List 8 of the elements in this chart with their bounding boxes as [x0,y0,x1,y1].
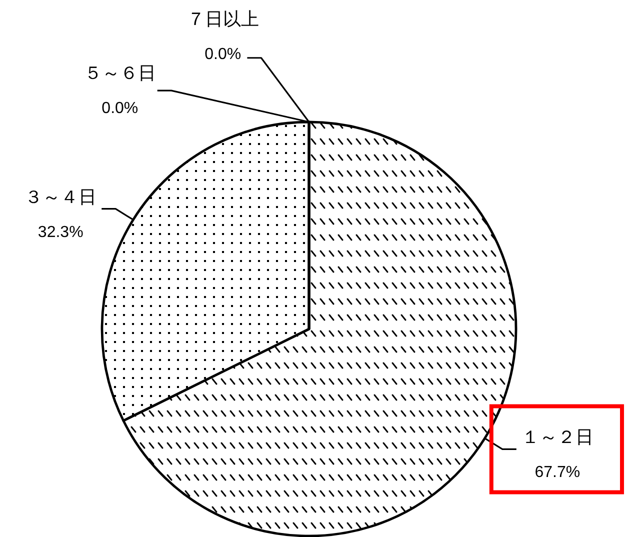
category-label: ７日以上 [186,9,259,30]
text: 0.0% [102,100,138,117]
data-label: 32.3% [38,224,84,241]
text: 0.0% [204,46,242,64]
slice-label: １～２日 [521,427,594,448]
slice-label: ３～４日 [24,186,97,208]
data-label: 67.7% [534,464,580,482]
category-label: ５～６日 [84,62,156,84]
